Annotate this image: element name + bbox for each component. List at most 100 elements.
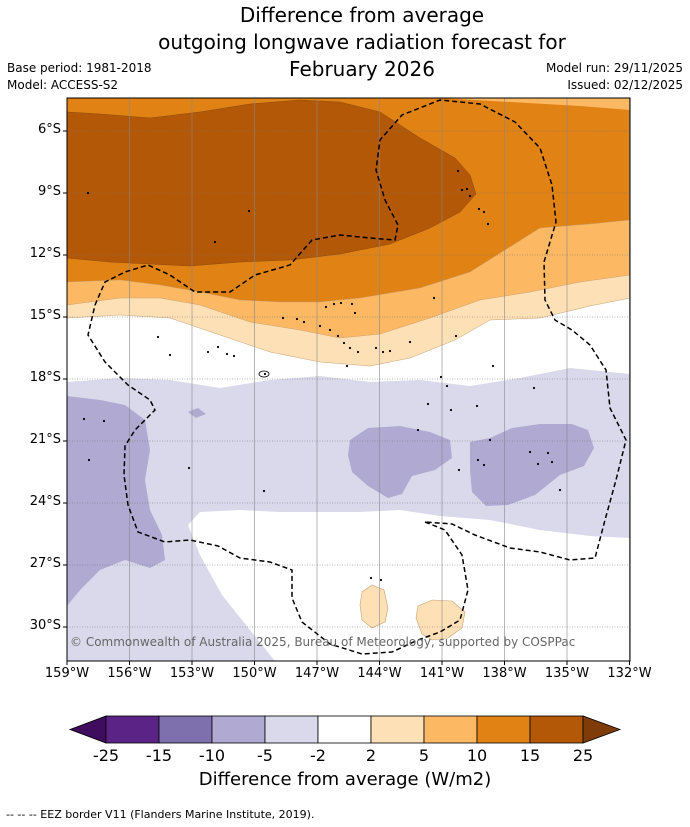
lat-label: 24°S xyxy=(29,494,61,509)
island-marker xyxy=(488,438,492,442)
colorbar-bin xyxy=(476,715,531,744)
colorbar-title: Difference from average (W/m2) xyxy=(198,769,492,790)
lon-ticks xyxy=(66,661,630,665)
contour-neg5-neg10-west xyxy=(67,396,165,606)
colorbar-tick-label: -10 xyxy=(198,746,226,765)
island-marker xyxy=(457,468,461,472)
lon-label: 135°W xyxy=(544,666,590,681)
island-marker xyxy=(348,346,352,350)
island-marker xyxy=(102,419,106,423)
island-marker xyxy=(528,450,532,454)
island-marker xyxy=(87,458,91,462)
lon-label: 141°W xyxy=(419,666,465,681)
model-run: Model run: 29/11/2025 xyxy=(545,61,683,75)
contour-5-10-top xyxy=(440,98,630,110)
colorbar-bin xyxy=(370,715,425,744)
island-marker xyxy=(486,222,490,226)
lat-label: 18°S xyxy=(29,370,61,385)
title-line-3: February 2026 xyxy=(289,57,435,81)
island-marker xyxy=(482,210,486,214)
island-marker xyxy=(379,578,383,582)
island-marker xyxy=(456,169,460,173)
lon-label: 159°W xyxy=(44,666,90,681)
lon-label: 144°W xyxy=(357,666,402,681)
island-marker xyxy=(295,317,299,321)
island-marker xyxy=(328,328,332,332)
title-line-2: outgoing longwave radiation forecast for xyxy=(158,30,566,54)
island-marker xyxy=(336,334,340,338)
island-marker xyxy=(374,346,378,350)
island-marker xyxy=(324,305,328,309)
island-marker xyxy=(82,417,86,421)
atoll-marker xyxy=(258,370,270,378)
island-marker xyxy=(318,324,322,328)
island-marker xyxy=(213,240,217,244)
island-marker xyxy=(439,375,443,379)
model-name: Model: ACCESS-S2 xyxy=(7,78,119,92)
colorbar xyxy=(68,715,622,744)
base-period: Base period: 1981-2018 xyxy=(7,61,152,75)
issued-date: Issued: 02/12/2025 xyxy=(567,78,683,92)
island-marker xyxy=(475,404,479,408)
island-marker xyxy=(342,341,346,345)
island-marker xyxy=(232,354,236,358)
island-marker xyxy=(332,302,336,306)
island-marker xyxy=(206,350,210,354)
island-marker xyxy=(168,353,172,357)
island-marker xyxy=(432,296,436,300)
colorbar-tick-label: 2 xyxy=(365,746,377,765)
island-marker xyxy=(225,352,229,356)
island-marker xyxy=(356,350,360,354)
island-marker xyxy=(416,428,420,432)
eez-border-south xyxy=(87,304,469,655)
island-marker xyxy=(449,408,453,412)
lon-label: 147°W xyxy=(294,666,340,681)
island-marker xyxy=(369,576,373,580)
lat-label: 6°S xyxy=(37,122,61,137)
colorbar-bin xyxy=(317,715,372,744)
eez-legend: -- -- -- EEZ border V11 (Flanders Marine… xyxy=(6,808,315,821)
island-marker xyxy=(247,209,251,213)
island-marker xyxy=(426,402,430,406)
island-marker xyxy=(536,462,540,466)
colorbar-extension-low xyxy=(68,715,107,744)
island-marker xyxy=(445,384,449,388)
island-marker xyxy=(187,466,191,470)
contour-neg5-neg10-east xyxy=(470,424,594,506)
colorbar-bin xyxy=(529,715,584,744)
island-marker xyxy=(388,349,392,353)
colorbar-bin xyxy=(423,715,478,744)
lat-label: 21°S xyxy=(29,432,61,447)
island-marker xyxy=(460,188,464,192)
island-marker xyxy=(476,458,480,462)
colorbar-tick-label: -25 xyxy=(92,746,120,765)
lat-label: 15°S xyxy=(29,308,61,323)
lon-label: 132°W xyxy=(607,666,652,681)
lat-label: 30°S xyxy=(29,618,61,633)
meta-left: Base period: 1981-2018 Model: ACCESS-S2 xyxy=(7,60,152,94)
colorbar-bin xyxy=(211,715,266,744)
meta-right: Model run: 29/11/2025 Issued: 02/12/2025 xyxy=(546,60,683,94)
island-marker xyxy=(302,320,306,324)
colorbar-tick-label: 15 xyxy=(519,746,541,765)
island-marker xyxy=(532,386,536,390)
lat-label: 9°S xyxy=(37,184,61,199)
colorbar-bin xyxy=(264,715,319,744)
contour-neg5-neg10-center xyxy=(348,426,452,498)
island-marker xyxy=(350,302,354,306)
island-marker xyxy=(482,463,486,467)
contour-15-25 xyxy=(67,99,477,267)
island-marker xyxy=(468,194,472,198)
island-marker xyxy=(558,488,562,492)
island-marker xyxy=(262,489,266,493)
colorbar-tick-label: 10 xyxy=(466,746,488,765)
island-marker xyxy=(263,372,267,376)
island-marker xyxy=(353,311,357,315)
island-marker xyxy=(381,350,385,354)
island-marker xyxy=(465,187,469,191)
island-marker xyxy=(281,316,285,320)
colorbar-tick-label: -2 xyxy=(310,746,326,765)
island-marker xyxy=(339,301,343,305)
lat-label: 12°S xyxy=(29,246,61,261)
island-marker xyxy=(477,207,481,211)
